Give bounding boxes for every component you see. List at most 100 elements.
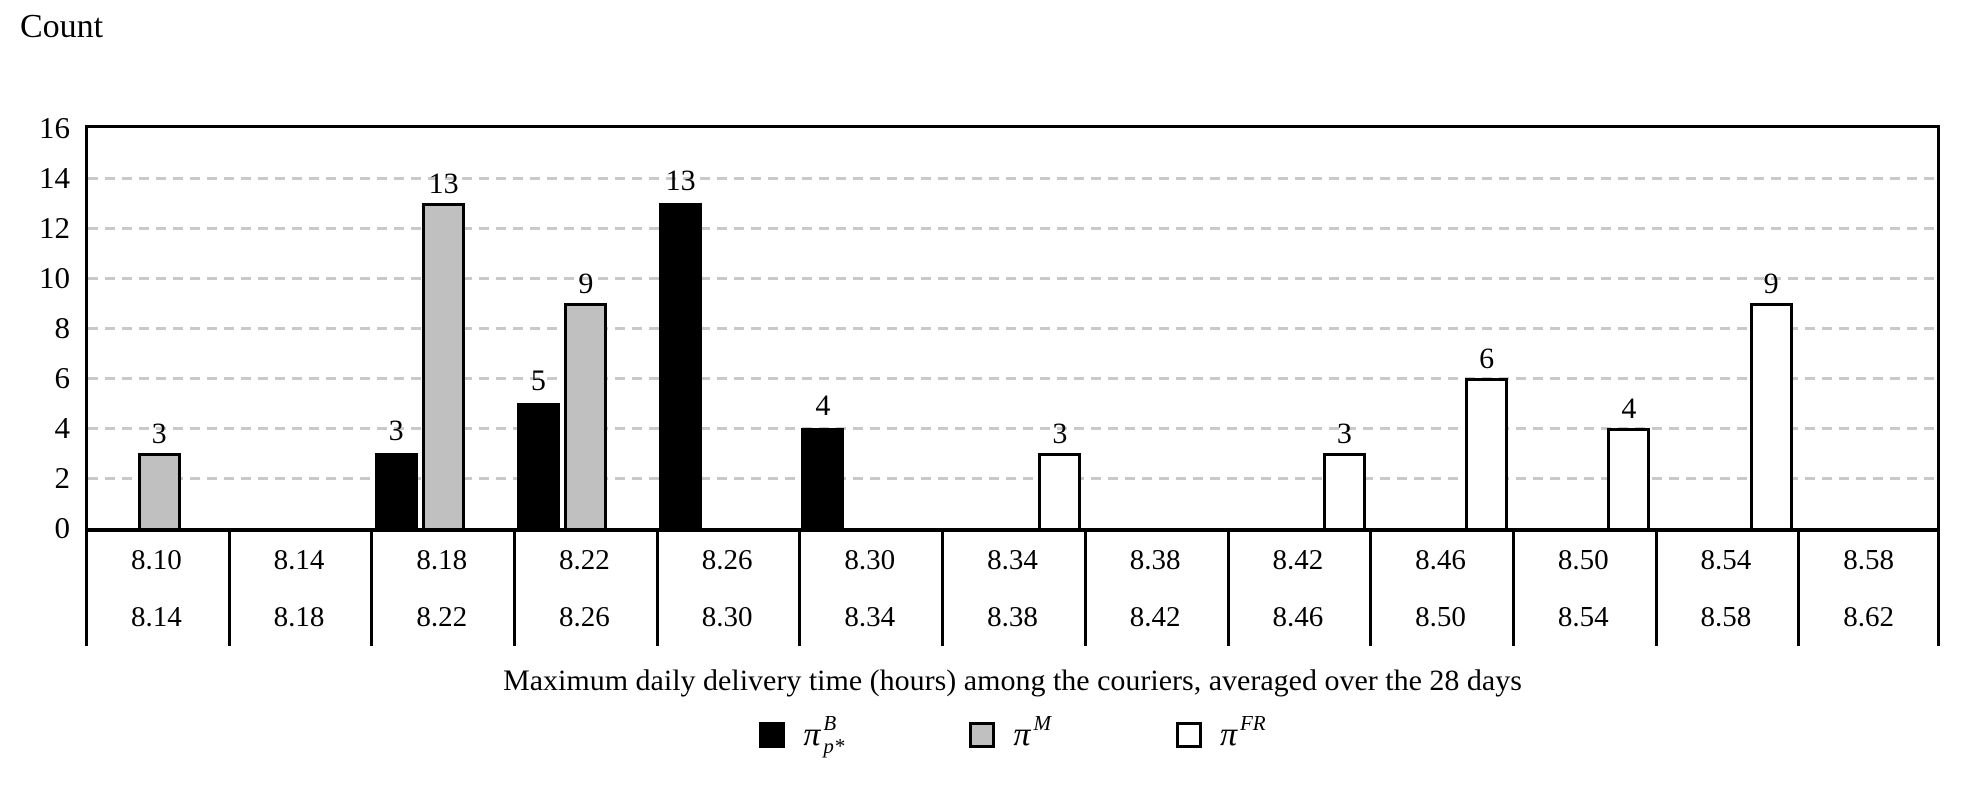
bin-cell: 3 xyxy=(941,128,1083,528)
series-slot-white xyxy=(467,128,514,528)
bin-lower-bound: 8.34 xyxy=(987,544,1038,576)
series-slot-white xyxy=(752,128,799,528)
bin-label-column: 8.30 8.34 xyxy=(798,532,941,646)
gridline xyxy=(88,177,1937,180)
bin-lower-bound: 8.42 xyxy=(1272,544,1324,576)
bin-lower-bound: 8.18 xyxy=(416,544,468,576)
bin-cell: 4 xyxy=(1510,128,1652,528)
y-tick-label: 6 xyxy=(54,360,71,395)
bin-upper-bound: 8.30 xyxy=(701,601,753,633)
bin-cell: 3 13 xyxy=(372,128,514,528)
bin-separator-line xyxy=(655,532,659,646)
bin-separator-line xyxy=(513,532,517,646)
bin-cell: 3 xyxy=(88,128,230,528)
series-slot-white xyxy=(610,128,657,528)
y-tick-label: 4 xyxy=(54,410,71,445)
pi-subscript xyxy=(1033,735,1051,758)
legend-swatch-gray xyxy=(969,722,996,749)
series-slot-white: 9 xyxy=(1747,128,1794,528)
series-slot-white xyxy=(183,128,230,528)
pi-symbol: π xyxy=(803,716,821,754)
bars-container: 3 3 13 5 9 13 4 3 3 6 4 9 xyxy=(88,128,1937,528)
bin-lower-bound: 8.50 xyxy=(1557,544,1609,576)
bin-upper-bound: 8.54 xyxy=(1557,601,1609,633)
pi-symbol: π xyxy=(1219,716,1237,754)
gridline xyxy=(88,327,1937,330)
bin-label-column: 8.14 8.18 xyxy=(228,532,371,646)
series-slot-black: 4 xyxy=(799,128,846,528)
legend-label-pi-fr: π FR xyxy=(1219,711,1266,758)
pi-symbol: π xyxy=(1013,716,1031,754)
bin-label-column: 8.18 8.22 xyxy=(370,532,513,646)
bin-lower-bound: 8.38 xyxy=(1129,544,1181,576)
series-slot-gray xyxy=(1131,128,1178,528)
bin-lower-bound: 8.22 xyxy=(559,544,610,576)
bin-separator-line xyxy=(227,532,231,646)
series-slot-black: 5 xyxy=(515,128,562,528)
legend-item-pi-fr: π FR xyxy=(1175,711,1266,758)
y-axis-tick-labels: 16 14 12 10 8 6 4 2 0 xyxy=(0,0,70,785)
bin-label-column: 8.34 8.38 xyxy=(941,532,1084,646)
bar-value-label: 5 xyxy=(530,364,546,397)
series-slot-gray xyxy=(989,128,1036,528)
series-slot-black xyxy=(88,128,135,528)
series-slot-black xyxy=(1368,128,1415,528)
series-slot-gray xyxy=(1416,128,1463,528)
series-slot-black xyxy=(1795,128,1842,528)
y-axis-title: Count xyxy=(20,8,104,45)
x-axis-title: Maximum daily delivery time (hours) amon… xyxy=(503,664,1522,697)
bin-upper-bound: 8.42 xyxy=(1129,601,1181,633)
bin-lower-bound: 8.58 xyxy=(1843,544,1894,576)
gridline xyxy=(88,227,1937,230)
bar-value-label: 4 xyxy=(815,389,831,422)
bin-lower-bound: 8.10 xyxy=(130,544,182,576)
x-axis-bin-table: 8.10 8.14 8.14 8.18 8.18 8.22 8.22 8.26 8.26 8.30… xyxy=(85,532,1940,646)
bin-cell: 3 xyxy=(1226,128,1368,528)
plot-area: 3 3 13 5 9 13 4 3 3 6 4 9 xyxy=(85,125,1940,532)
bin-separator-line xyxy=(370,532,374,646)
bin-lower-bound: 8.54 xyxy=(1700,544,1752,576)
y-tick-label: 10 xyxy=(39,260,70,295)
series-slot-white: 6 xyxy=(1463,128,1510,528)
pi-subscript: p* xyxy=(823,734,845,759)
bin-cell: 6 xyxy=(1368,128,1510,528)
bar-black: 3 xyxy=(374,416,418,528)
bar-value-label: 3 xyxy=(1336,417,1352,450)
bar-value-label: 9 xyxy=(1763,267,1779,300)
bin-upper-bound: 8.50 xyxy=(1415,601,1466,633)
bin-cell: 4 xyxy=(799,128,941,528)
bin-label-column: 8.42 8.46 xyxy=(1227,532,1370,646)
bin-label-column: 8.26 8.30 xyxy=(656,532,799,646)
bin-upper-bound: 8.46 xyxy=(1272,601,1324,633)
bin-separator-line xyxy=(1797,532,1801,646)
bin-upper-bound: 8.62 xyxy=(1843,601,1894,633)
series-slot-black xyxy=(230,128,277,528)
bar-white: 3 xyxy=(1038,419,1082,528)
y-tick-label: 12 xyxy=(39,210,70,245)
bin-label-column: 8.54 8.58 xyxy=(1655,532,1798,646)
bin-lower-bound: 8.30 xyxy=(844,544,896,576)
bin-separator-line xyxy=(941,532,945,646)
bin-lower-bound: 8.26 xyxy=(701,544,753,576)
series-slot-white: 3 xyxy=(1321,128,1368,528)
bar-black: 13 xyxy=(659,166,703,528)
bar-gray: 13 xyxy=(422,169,466,528)
series-slot-black xyxy=(1084,128,1131,528)
y-tick-label: 0 xyxy=(54,510,71,545)
series-slot-gray xyxy=(278,128,325,528)
y-tick-label: 14 xyxy=(39,160,70,195)
series-slot-black xyxy=(941,128,988,528)
pi-superscript: FR xyxy=(1239,711,1266,736)
bin-upper-bound: 8.58 xyxy=(1700,601,1752,633)
bin-label-column: 8.38 8.42 xyxy=(1084,532,1227,646)
bar-value-label: 3 xyxy=(151,417,167,450)
series-slot-black: 13 xyxy=(657,128,704,528)
bar-white: 4 xyxy=(1607,394,1651,528)
